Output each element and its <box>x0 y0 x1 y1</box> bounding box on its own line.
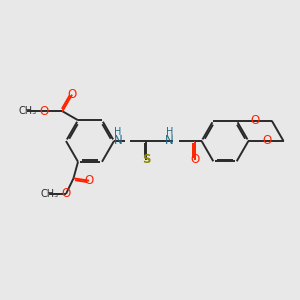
Text: O: O <box>251 114 260 127</box>
Text: CH₃: CH₃ <box>18 106 36 116</box>
Text: S: S <box>142 153 151 166</box>
Text: H: H <box>114 127 122 137</box>
Text: O: O <box>39 105 48 118</box>
Text: N: N <box>113 134 122 148</box>
Text: O: O <box>61 188 70 200</box>
Text: O: O <box>85 174 94 187</box>
Text: O: O <box>190 153 200 166</box>
Text: CH₃: CH₃ <box>40 189 58 199</box>
Text: H: H <box>166 127 173 137</box>
Text: O: O <box>68 88 76 101</box>
Text: N: N <box>165 134 174 148</box>
Text: O: O <box>262 134 272 148</box>
